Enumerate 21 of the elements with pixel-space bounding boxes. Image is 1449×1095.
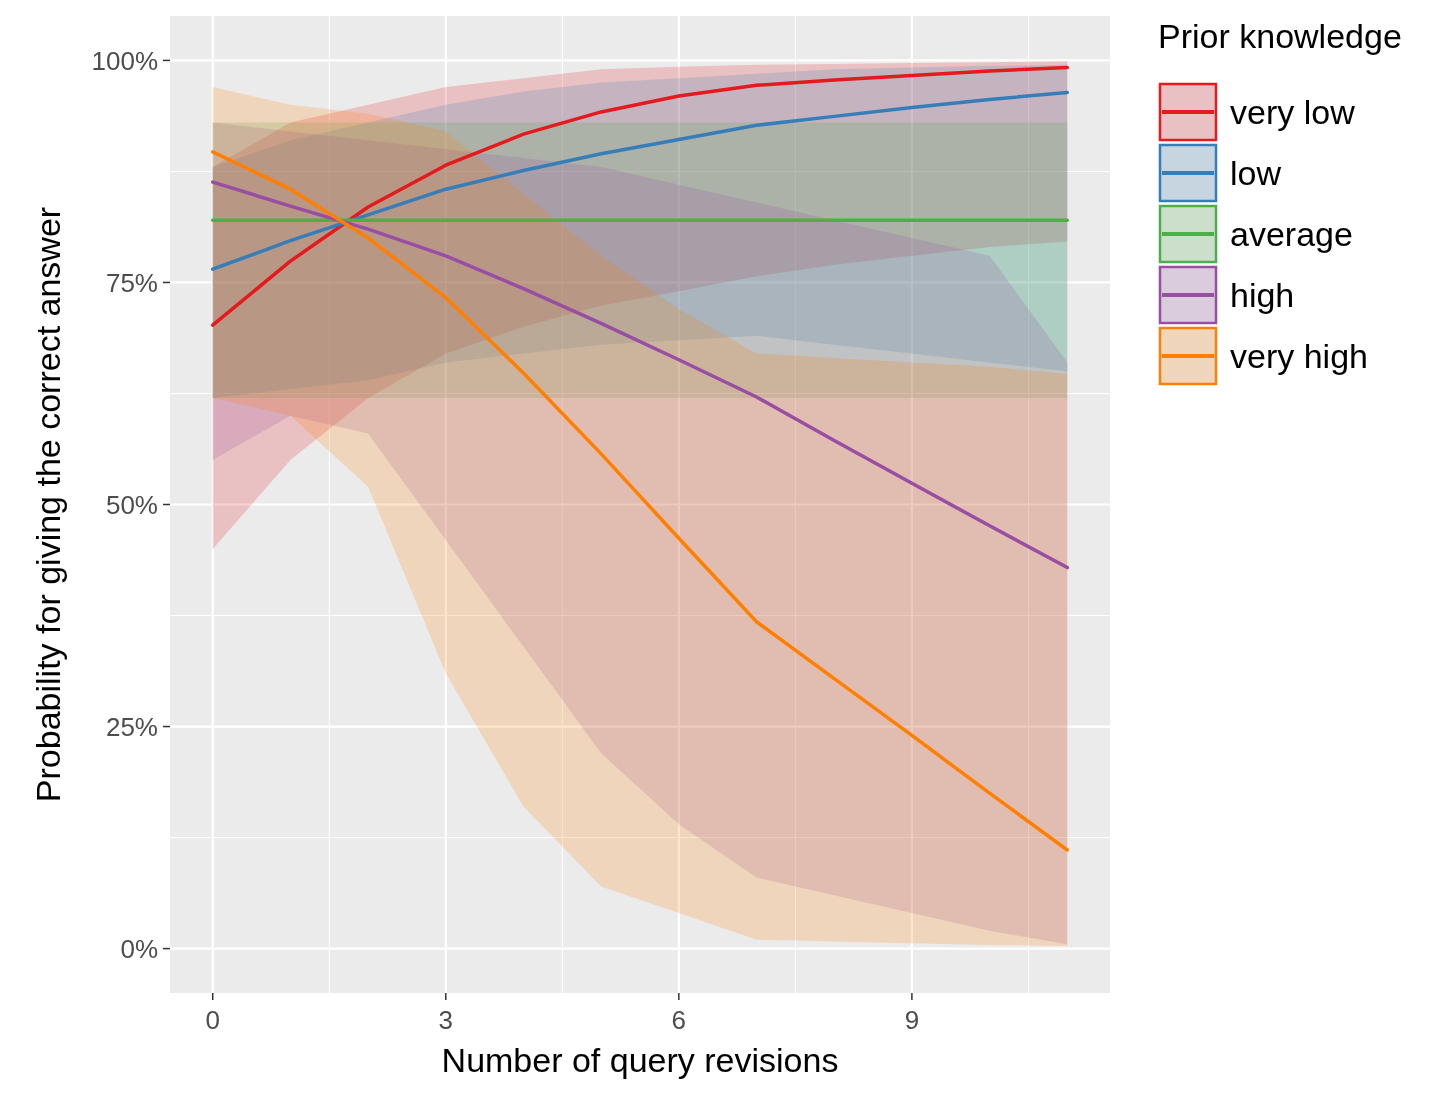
legend-label: average xyxy=(1230,214,1353,253)
x-tick-label: 9 xyxy=(904,1005,920,1035)
line-series xyxy=(210,180,1070,570)
legend-label: low xyxy=(1230,153,1282,192)
x-axis-title: Number of query revisions xyxy=(441,1041,839,1079)
line-series xyxy=(210,90,1070,271)
y-tick-label: 25% xyxy=(105,711,158,742)
y-axis-title: Probability for giving the correct answer xyxy=(29,206,67,803)
line-series xyxy=(210,150,1070,852)
y-tick-label: 75% xyxy=(105,267,158,298)
x-tick-label: 0 xyxy=(205,1005,220,1035)
x-tick-label: 6 xyxy=(671,1005,687,1035)
y-tick-label: 50% xyxy=(105,489,158,520)
line-series xyxy=(210,65,1070,327)
y-tick-label: 0% xyxy=(120,933,158,964)
x-tick-label: 3 xyxy=(438,1005,454,1035)
legend-title: Prior knowledge xyxy=(1158,17,1402,55)
legend-label: very high xyxy=(1230,336,1368,375)
legend-label: high xyxy=(1230,275,1295,314)
legend-label: very low xyxy=(1230,92,1356,131)
y-tick-label: 100% xyxy=(91,45,158,76)
